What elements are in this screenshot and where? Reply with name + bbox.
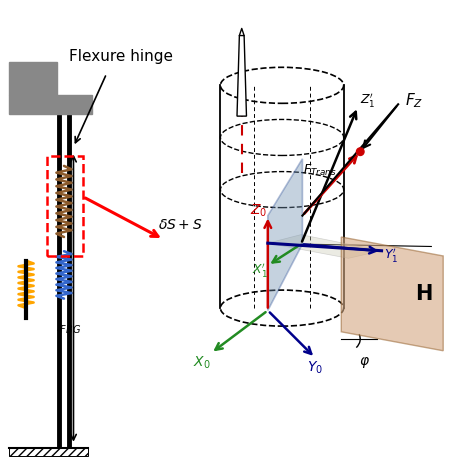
Polygon shape [237, 36, 246, 116]
Circle shape [356, 148, 364, 155]
Text: $X_1'$: $X_1'$ [252, 261, 268, 279]
Bar [9, 62, 57, 95]
Bar [9, 448, 88, 456]
Text: $\varphi$: $\varphi$ [359, 355, 371, 370]
Bar [9, 95, 92, 114]
Bar [47, 156, 83, 256]
Polygon shape [268, 159, 302, 310]
Text: $Z_1'$: $Z_1'$ [360, 91, 375, 109]
Text: $l_{FBG}$: $l_{FBG}$ [56, 319, 82, 336]
Text: Flexure hinge: Flexure hinge [69, 49, 173, 64]
Text: $Y_1'$: $Y_1'$ [384, 246, 398, 264]
Text: $F_{Trans}$: $F_{Trans}$ [303, 163, 337, 178]
Text: $\delta S+S$: $\delta S+S$ [158, 218, 202, 232]
Text: H: H [416, 284, 433, 304]
Text: $F_Z$: $F_Z$ [405, 91, 423, 110]
Text: $Z_0$: $Z_0$ [250, 203, 267, 219]
Polygon shape [341, 237, 443, 351]
Text: $X_0$: $X_0$ [192, 355, 210, 371]
Polygon shape [268, 235, 382, 258]
Text: $Y_0$: $Y_0$ [307, 359, 323, 375]
